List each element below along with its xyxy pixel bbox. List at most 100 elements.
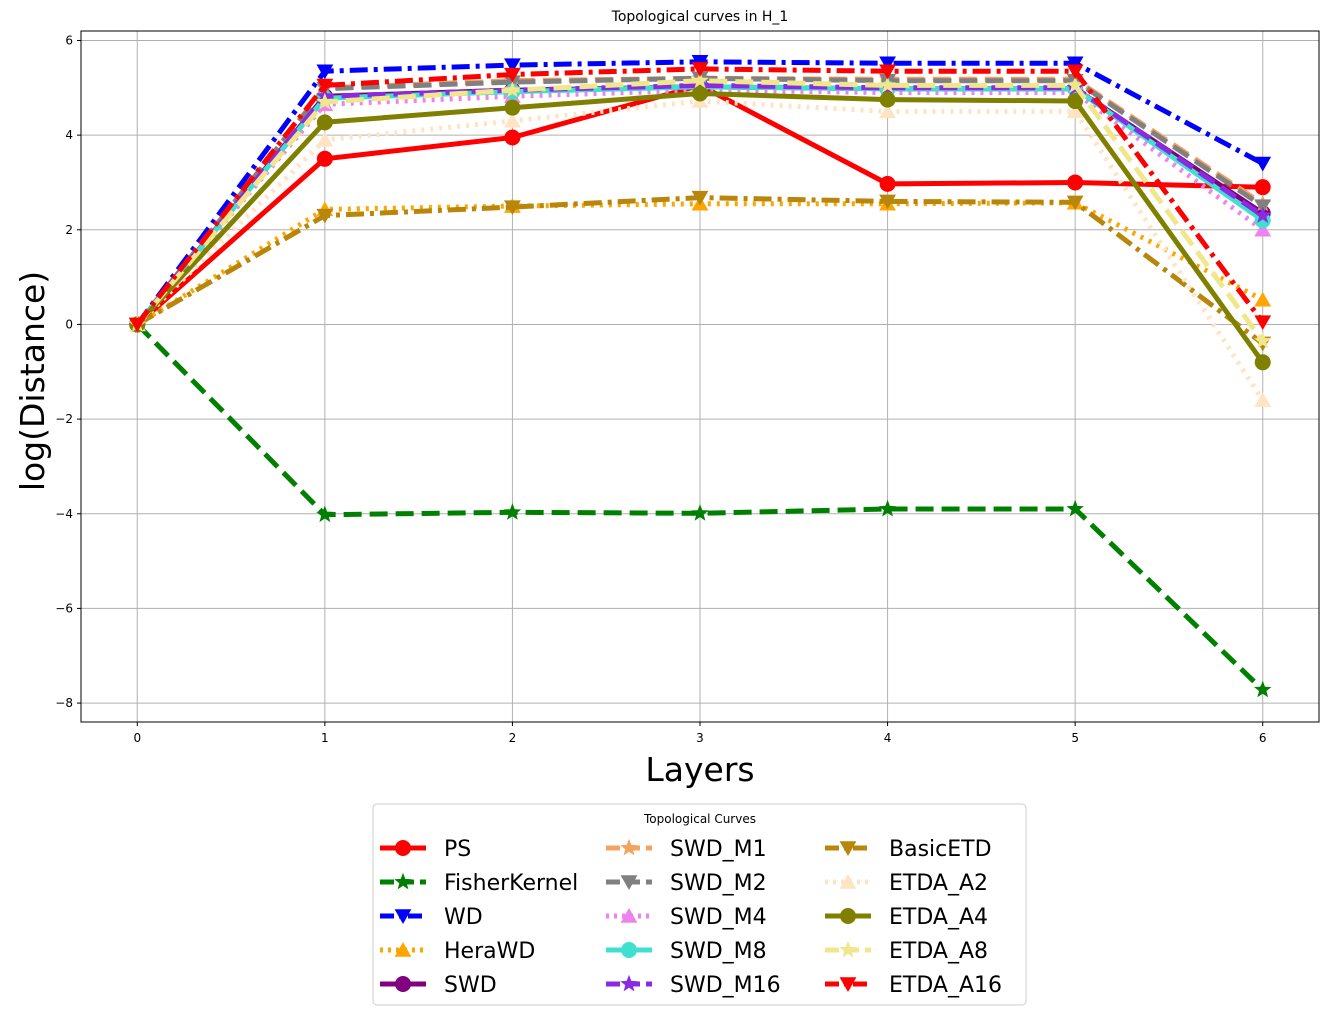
x-axis-label: Layers	[645, 750, 754, 789]
y-tick-label: 2	[65, 223, 73, 237]
legend-swatch-marker	[394, 909, 412, 924]
data-point	[879, 91, 896, 108]
legend-label: WD	[444, 905, 483, 930]
y-tick-label: 6	[65, 33, 73, 47]
data-point	[316, 208, 334, 224]
legend: Topological Curves PS FisherKernel WD HeraW…	[372, 803, 1027, 1006]
data-point	[692, 85, 708, 102]
data-point	[504, 99, 521, 116]
data-point	[1067, 174, 1084, 191]
data-point	[1254, 179, 1271, 196]
legend-item: SWD_M4	[606, 905, 767, 930]
legend-swatch-marker	[395, 840, 411, 856]
data-point	[503, 503, 522, 520]
data-point	[1254, 291, 1272, 307]
x-tick-label: 3	[696, 731, 704, 745]
legend-label: HeraWD	[444, 939, 535, 964]
x-tick-label: 1	[321, 731, 329, 745]
data-point	[128, 317, 146, 333]
data-point	[316, 64, 334, 80]
legend-item: PS	[380, 837, 471, 862]
data-point	[878, 76, 897, 93]
legend-swatch-marker	[839, 940, 857, 958]
data-point	[691, 190, 709, 206]
legend-swatch-marker	[620, 838, 638, 856]
legend-item: HeraWD	[380, 939, 535, 964]
data-point	[503, 81, 522, 98]
legend-swatch-marker	[840, 908, 856, 924]
legend-item: SWD_M8	[606, 939, 767, 964]
data-point	[1066, 56, 1084, 72]
data-point	[316, 78, 334, 94]
legend-label: SWD_M4	[670, 905, 767, 930]
legend-swatch-marker	[395, 976, 411, 992]
legend-item: SWD_M2	[606, 871, 767, 896]
legend-item: SWD_M1	[606, 837, 767, 862]
data-point	[1067, 93, 1084, 110]
data-point	[879, 194, 896, 210]
data-point	[1066, 499, 1084, 517]
data-point	[504, 200, 521, 216]
legend-label: SWD_M16	[670, 973, 781, 998]
data-point	[1254, 392, 1272, 407]
data-point	[316, 150, 333, 167]
data-point	[316, 505, 334, 523]
legend-swatch-marker	[394, 942, 412, 957]
data-point	[691, 62, 709, 77]
data-point	[879, 103, 896, 119]
data-point	[1066, 64, 1084, 80]
data-point	[691, 71, 709, 89]
data-point	[504, 129, 521, 146]
data-point	[691, 504, 709, 521]
legend-swatch-marker	[620, 908, 638, 923]
data-point	[1254, 221, 1272, 237]
data-point	[879, 175, 896, 192]
data-point	[879, 56, 896, 72]
x-tick-label: 2	[509, 731, 517, 745]
y-tick-label: −4	[55, 507, 73, 521]
data-point	[1066, 195, 1084, 211]
data-point	[879, 64, 896, 80]
y-axis-label: log(Distance)	[13, 271, 52, 491]
legend-item: ETDA_A2	[825, 871, 988, 896]
data-point	[1254, 206, 1272, 223]
axes-frame	[80, 30, 1320, 723]
legend-title: Topological Curves	[643, 812, 756, 826]
legend-item: BasicETD	[825, 837, 992, 862]
legend-item: WD	[380, 905, 483, 930]
chart-title: Topological curves in H_1	[611, 9, 789, 25]
data-point	[691, 76, 709, 93]
data-point	[1066, 103, 1084, 119]
legend-label: ETDA_A2	[889, 871, 988, 896]
legend-label: SWD_M1	[670, 837, 767, 862]
legend-label: ETDA_A4	[889, 905, 988, 930]
legend-label: BasicETD	[889, 837, 992, 862]
legend-swatch-marker	[620, 875, 638, 890]
y-tick-label: −2	[55, 412, 73, 426]
legend-box	[372, 803, 1027, 1006]
data-point	[1254, 331, 1272, 349]
data-point	[1254, 156, 1272, 172]
x-tick-label: 5	[1071, 731, 1079, 745]
legend-label: ETDA_A16	[889, 973, 1002, 998]
data-point	[1066, 76, 1084, 93]
legend-label: SWD_M2	[670, 871, 767, 896]
legend-swatch-marker	[839, 874, 857, 889]
legend-item: ETDA_A16	[825, 973, 1002, 998]
series-ETDA_A16	[128, 62, 1272, 333]
data-point	[504, 67, 521, 83]
x-tick-label: 4	[884, 731, 892, 745]
legend-item: SWD_M16	[606, 973, 781, 998]
data-point	[316, 92, 334, 110]
legend-item: SWD	[380, 973, 497, 998]
data-point	[504, 112, 521, 128]
y-tick-label: −8	[55, 696, 73, 710]
y-tick-label: 4	[65, 128, 73, 142]
data-point	[878, 499, 897, 517]
legend-label: SWD_M8	[670, 939, 767, 964]
x-tick-label: 0	[133, 731, 141, 745]
legend-swatch-marker	[620, 974, 638, 992]
plot-area: 0 1 2 3 4 5 6 −8 −6 −4 −2 0 2 4 6	[55, 30, 1320, 745]
legend-swatch-marker	[839, 977, 857, 992]
